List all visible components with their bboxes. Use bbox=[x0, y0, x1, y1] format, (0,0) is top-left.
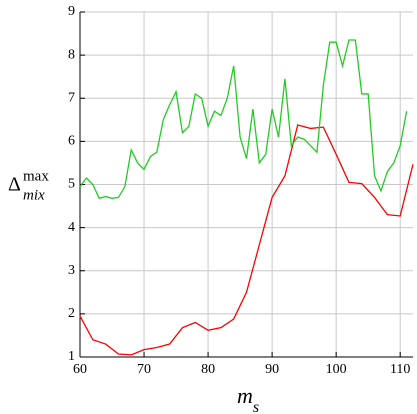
x-label-sub: s bbox=[253, 399, 259, 414]
y-tick-label: 8 bbox=[68, 47, 75, 62]
y-tick-label: 2 bbox=[68, 306, 75, 321]
x-axis-label: ms bbox=[237, 383, 259, 414]
y-tick-label: 6 bbox=[68, 134, 75, 149]
y-tick-label: 5 bbox=[68, 177, 75, 192]
y-tick-label: 7 bbox=[68, 90, 75, 105]
y-label-base: Δ bbox=[8, 174, 21, 196]
line-series bbox=[79, 39, 408, 200]
x-tick-label: 90 bbox=[265, 362, 279, 377]
y-label-sup: max bbox=[23, 168, 49, 184]
x-label-base: m bbox=[237, 383, 253, 408]
y-tick-label: 3 bbox=[68, 263, 75, 278]
y-tick-label: 1 bbox=[68, 349, 75, 364]
x-tick-label: 60 bbox=[73, 362, 87, 377]
x-tick-label: 70 bbox=[137, 362, 151, 377]
x-tick-label: 110 bbox=[390, 362, 410, 377]
y-label-sub: mix bbox=[23, 187, 45, 203]
y-axis-label: Δ mix max bbox=[8, 168, 49, 203]
x-tick-label: 80 bbox=[201, 362, 215, 377]
y-tick-label: 4 bbox=[68, 220, 75, 235]
y-tick-label: 9 bbox=[68, 4, 75, 19]
line-series bbox=[79, 124, 414, 356]
x-tick-label: 100 bbox=[326, 362, 347, 377]
